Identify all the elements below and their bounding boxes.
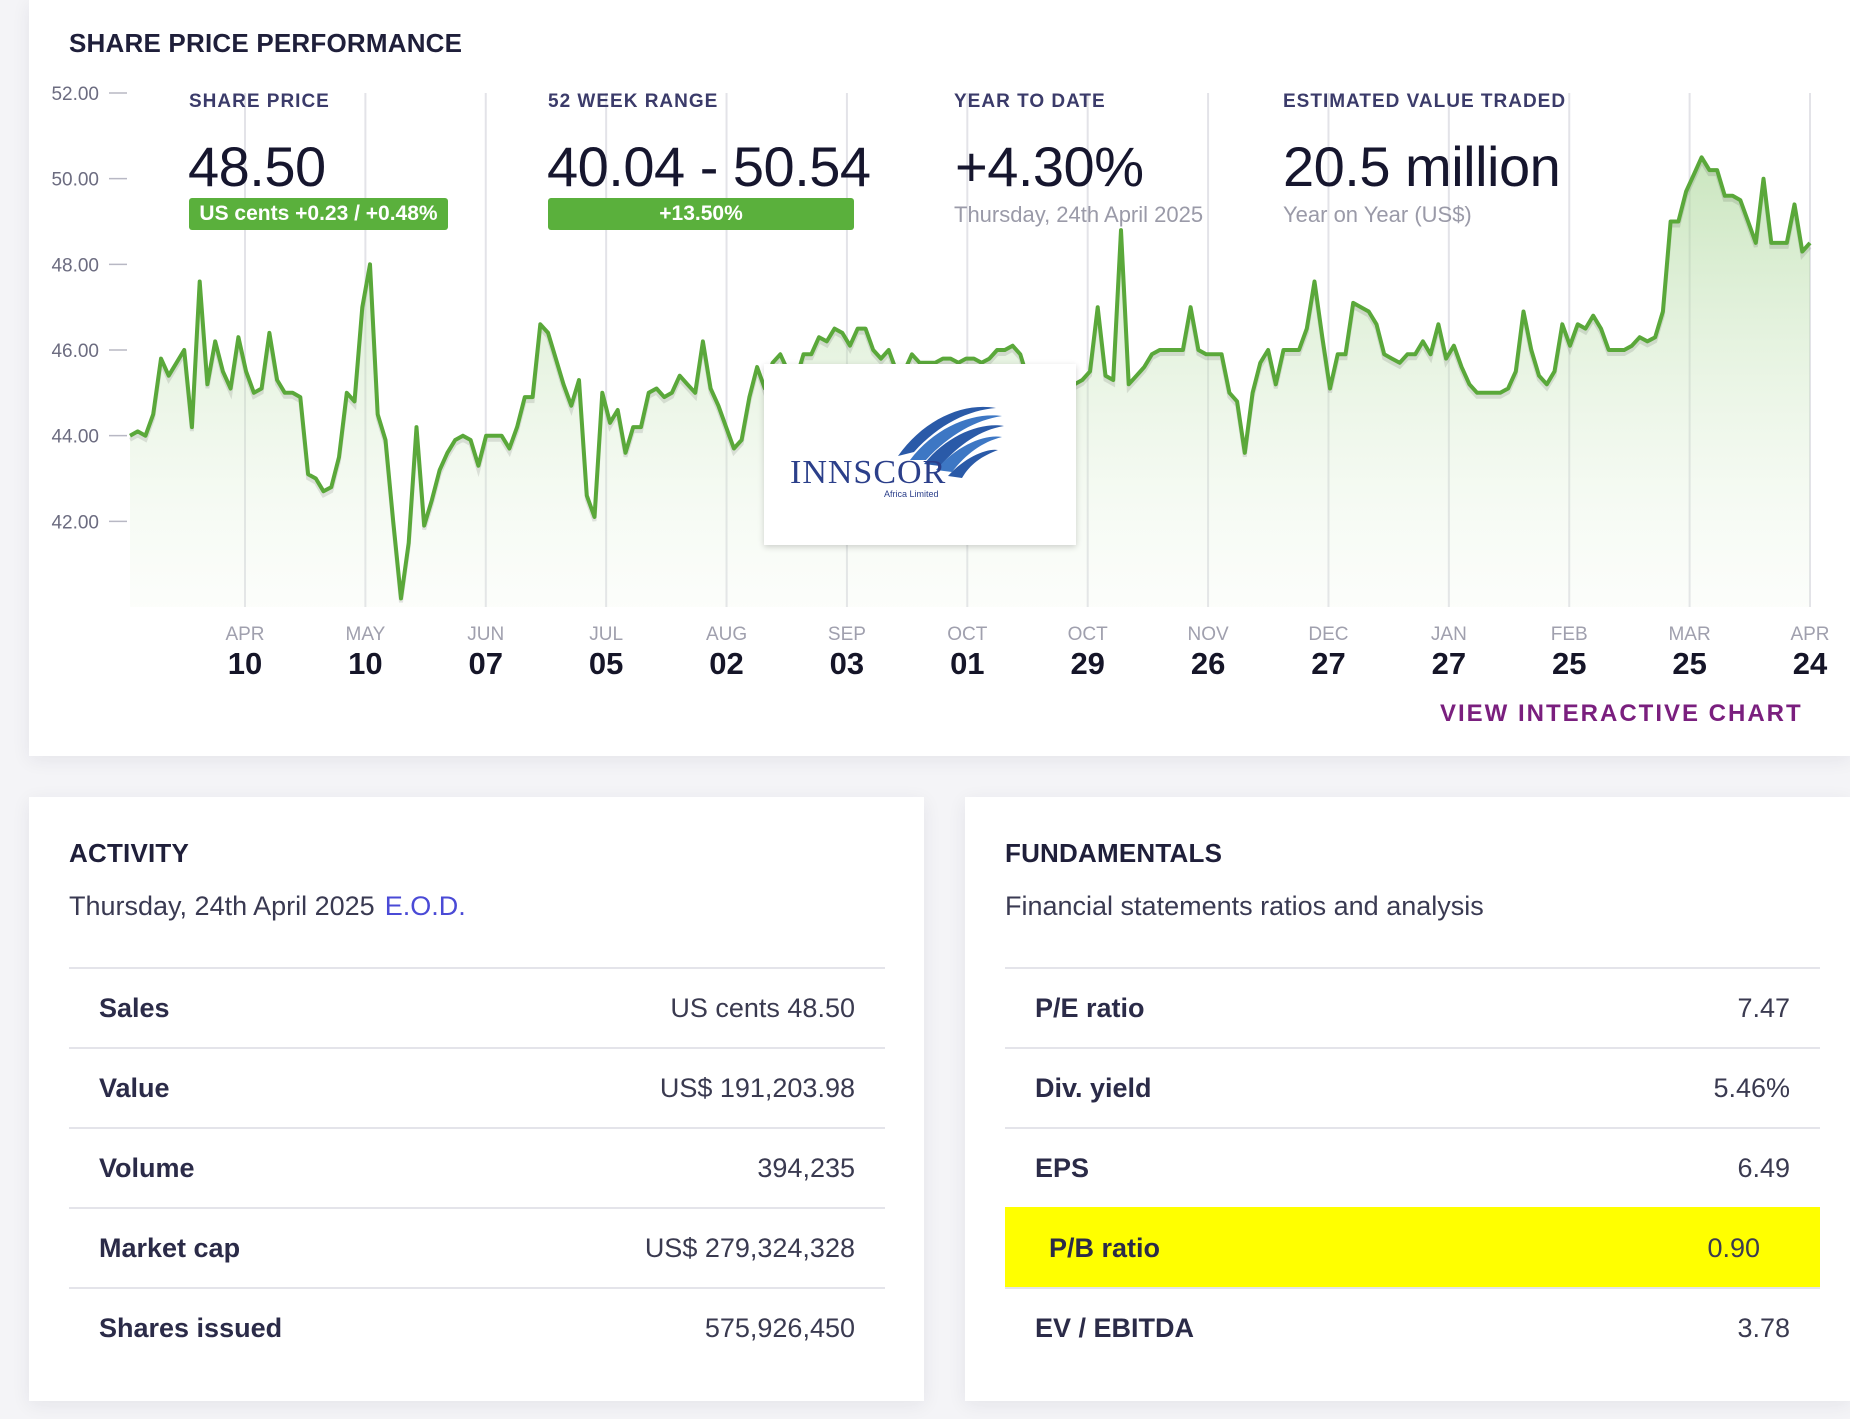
innscor-wing-icon (898, 406, 1004, 478)
row-label: P/E ratio (1005, 967, 1481, 1048)
activity-date-text: Thursday, 24th April 2025 (69, 891, 375, 921)
y-tick-label: 46.00 (51, 341, 99, 362)
logo-tagline: Africa Limited (884, 489, 939, 499)
row-value: US cents 48.50 (455, 967, 885, 1048)
y-tick-label: 42.00 (51, 512, 99, 533)
x-tick-day: 05 (589, 646, 623, 681)
fundamentals-title: FUNDAMENTALS (1005, 838, 1223, 868)
view-interactive-chart-link[interactable]: VIEW INTERACTIVE CHART (1440, 700, 1803, 727)
row-label: EV / EBITDA (1005, 1287, 1481, 1367)
x-tick-month: DEC (1308, 624, 1348, 645)
logo-name: INNSCOR (790, 454, 947, 491)
y-tick-label: 52.00 (51, 84, 99, 105)
x-tick-month: AUG (706, 624, 747, 645)
x-tick-day: 10 (348, 646, 382, 681)
row-value: 0.90 (1480, 1207, 1820, 1288)
row-label: P/B ratio (1005, 1207, 1481, 1288)
x-tick-month: JUN (467, 624, 504, 645)
x-tick-day: 27 (1311, 646, 1345, 681)
x-tick-month: FEB (1551, 624, 1588, 645)
x-tick-month: SEP (828, 624, 866, 645)
share-price-label: SHARE PRICE (189, 91, 330, 112)
table-row: P/E ratio 7.47 (1005, 967, 1820, 1048)
table-row: Sales US cents 48.50 (69, 967, 885, 1048)
value-traded-label: ESTIMATED VALUE TRADED (1283, 91, 1567, 112)
x-tick-day: 29 (1070, 646, 1104, 681)
share-price-value: 48.50 (188, 135, 326, 198)
table-row: Market cap US$ 279,324,328 (69, 1207, 885, 1288)
performance-title: SHARE PRICE PERFORMANCE (69, 28, 463, 58)
row-label: Sales (69, 967, 456, 1048)
x-tick-day: 07 (469, 646, 503, 681)
row-label: EPS (1005, 1127, 1481, 1208)
activity-table: Sales US cents 48.50 Value US$ 191,203.98 Vo… (69, 967, 885, 1367)
table-row: EPS 6.49 (1005, 1127, 1820, 1208)
company-logo: INNSCOR Africa Limited (764, 364, 1076, 545)
row-value: 3.78 (1480, 1287, 1820, 1367)
value-traded-note: Year on Year (US$) (1283, 202, 1472, 227)
table-row: Shares issued 575,926,450 (69, 1287, 885, 1367)
row-value: 5.46% (1480, 1047, 1820, 1128)
x-tick-month: JUL (589, 624, 623, 645)
activity-title: ACTIVITY (69, 838, 190, 868)
x-tick-month: APR (1790, 624, 1829, 645)
ytd-label: YEAR TO DATE (954, 91, 1106, 112)
table-row: Volume 394,235 (69, 1127, 885, 1208)
x-tick-day: 01 (950, 646, 984, 681)
activity-date: Thursday, 24th April 2025 E.O.D. (69, 891, 466, 922)
fundamentals-table: P/E ratio 7.47 Div. yield 5.46% EPS 6.49 P/B r… (1005, 967, 1820, 1367)
x-tick-day: 25 (1672, 646, 1706, 681)
row-value: 394,235 (455, 1127, 885, 1208)
row-label: Market cap (69, 1207, 456, 1288)
x-tick-day: 24 (1793, 646, 1828, 681)
y-tick-label: 44.00 (51, 427, 99, 448)
table-row: Div. yield 5.46% (1005, 1047, 1820, 1128)
share-price-change-badge: US cents +0.23 / +0.48% (189, 198, 448, 230)
x-tick-month: MAR (1668, 624, 1710, 645)
x-tick-month: MAY (346, 624, 386, 645)
y-tick-label: 48.00 (51, 255, 99, 276)
x-tick-month: OCT (947, 624, 988, 645)
x-tick-day: 27 (1432, 646, 1466, 681)
week-range-value: 40.04 - 50.54 (547, 135, 871, 198)
row-label: Value (69, 1047, 456, 1128)
row-label: Volume (69, 1127, 456, 1208)
x-tick-day: 26 (1191, 646, 1225, 681)
row-value: 575,926,450 (455, 1287, 885, 1367)
week-range-label: 52 WEEK RANGE (548, 91, 719, 112)
eod-link[interactable]: E.O.D. (384, 891, 466, 921)
x-tick-day: 10 (228, 646, 262, 681)
x-tick-day: 02 (709, 646, 743, 681)
x-tick-month: NOV (1187, 624, 1229, 645)
ytd-value: +4.30% (955, 135, 1144, 198)
ytd-date-note: Thursday, 24th April 2025 (954, 202, 1204, 227)
y-tick-label: 50.00 (51, 170, 99, 191)
row-value: 6.49 (1480, 1127, 1820, 1208)
fundamentals-subtitle: Financial statements ratios and analysis (1005, 891, 1484, 921)
table-row: P/B ratio 0.90 (1005, 1207, 1820, 1288)
row-label: Shares issued (69, 1287, 456, 1367)
table-row: Value US$ 191,203.98 (69, 1047, 885, 1128)
table-row: EV / EBITDA 3.78 (1005, 1287, 1820, 1367)
row-value: US$ 279,324,328 (455, 1207, 885, 1288)
value-traded-value: 20.5 million (1283, 135, 1561, 198)
x-tick-day: 03 (830, 646, 864, 681)
x-tick-month: JAN (1431, 624, 1467, 645)
x-tick-month: OCT (1068, 624, 1109, 645)
row-value: US$ 191,203.98 (455, 1047, 885, 1128)
x-tick-day: 25 (1552, 646, 1586, 681)
week-range-change-badge: +13.50% (548, 198, 854, 230)
row-label: Div. yield (1005, 1047, 1481, 1128)
row-value: 7.47 (1480, 967, 1820, 1048)
price-line (129, 155, 1812, 601)
x-tick-month: APR (225, 624, 264, 645)
